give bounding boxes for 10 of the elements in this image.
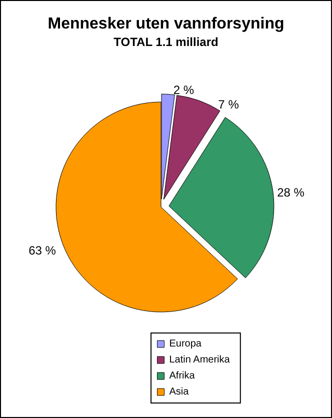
data-label: 7 % bbox=[218, 98, 240, 112]
data-label: 28 % bbox=[277, 185, 305, 200]
legend-label: Afrika bbox=[169, 370, 196, 382]
legend-label: Asia bbox=[169, 386, 190, 398]
legend-label: Latin Amerika bbox=[169, 354, 230, 366]
data-label: 63 % bbox=[28, 243, 56, 258]
chart-title: Mennesker uten vannforsyning bbox=[48, 16, 284, 32]
chart-subtitle: TOTAL 1.1 milliard bbox=[114, 35, 218, 49]
legend-label: Europa bbox=[169, 338, 202, 350]
data-label: 2 % bbox=[173, 83, 194, 98]
